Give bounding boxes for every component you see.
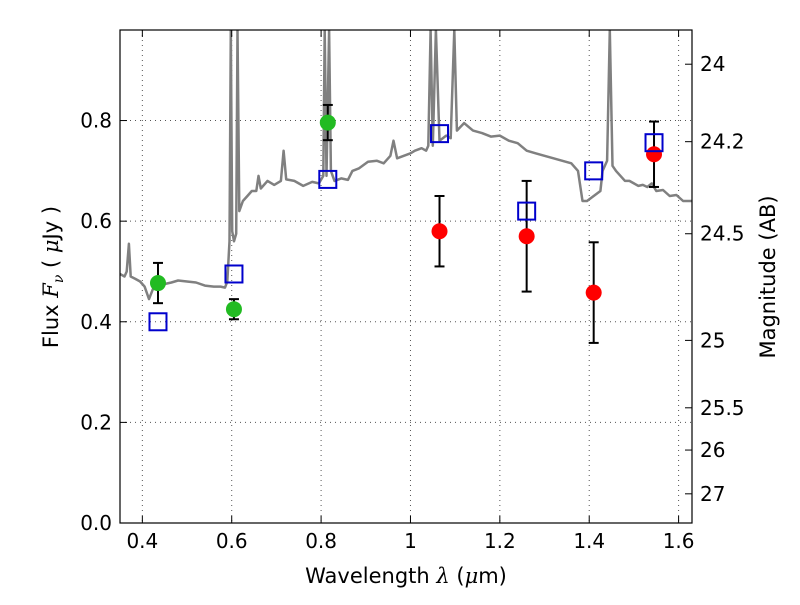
data-point <box>149 275 166 292</box>
model-point <box>517 201 537 221</box>
data-point <box>646 146 663 163</box>
x-tick-label: 1.4 <box>573 529 605 553</box>
grid-layer <box>120 30 692 523</box>
model-point <box>430 124 450 144</box>
model-point <box>644 133 664 153</box>
tick-layer <box>120 30 692 524</box>
spectrum-layer <box>120 30 692 301</box>
y-tick-label: 0.0 <box>80 511 112 535</box>
y-tick-label: 0.8 <box>80 109 112 133</box>
y2-tick-label: 24.5 <box>700 222 745 246</box>
y2-tick-label: 24 <box>700 52 725 76</box>
x-tick-label: 1.2 <box>484 529 516 553</box>
y2-tick-label: 26 <box>700 438 725 462</box>
marker-layer <box>148 114 664 332</box>
x-tick-label: 1 <box>404 529 417 553</box>
data-point <box>585 284 602 301</box>
x-axis-title: Wavelength λ (μm) <box>305 564 507 588</box>
data-point <box>518 228 535 245</box>
y2-tick-label: 25 <box>700 328 725 352</box>
x-tick-label: 1.6 <box>663 529 695 553</box>
data-point <box>319 114 336 131</box>
model-point <box>148 312 168 332</box>
data-point <box>431 223 448 240</box>
model-point <box>318 169 338 189</box>
x-tick-label: 0.4 <box>126 529 158 553</box>
y2-axis-title: Magnitude (AB) <box>756 195 780 358</box>
model-point <box>224 264 244 284</box>
y2-tick-label: 24.2 <box>700 130 745 154</box>
y-axis-title: Flux Fν ( μJy ) <box>39 206 67 348</box>
y-tick-label: 0.6 <box>80 209 112 233</box>
y-tick-label: 0.2 <box>80 410 112 434</box>
model-point <box>584 161 604 181</box>
y2-tick-label: 27 <box>700 482 725 506</box>
plot-frame <box>119 29 693 524</box>
y2-tick-label: 25.5 <box>700 396 745 420</box>
data-point <box>225 301 242 318</box>
x-tick-label: 0.8 <box>305 529 337 553</box>
label-layer: 0.4 0.6 0.8 1 1.2 1.4 1.6 0.0 0.2 0.4 0.6 0.8 24 24.2… <box>80 52 744 553</box>
spectrum-line <box>120 30 692 301</box>
y-tick-label: 0.4 <box>80 310 112 334</box>
x-tick-label: 0.6 <box>216 529 248 553</box>
